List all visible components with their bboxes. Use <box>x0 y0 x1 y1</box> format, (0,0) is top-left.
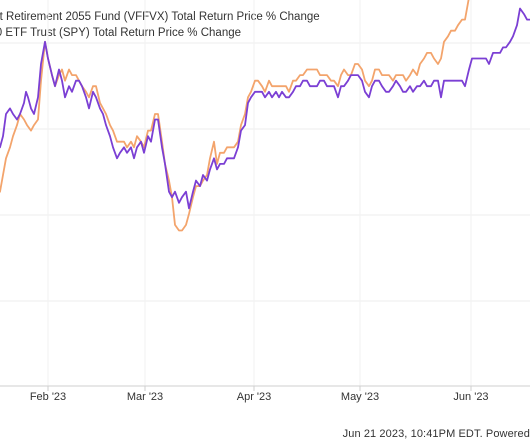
series-layer <box>0 0 530 232</box>
x-tick-label: Feb '23 <box>30 391 66 403</box>
x-tick-label: May '23 <box>341 391 379 403</box>
chart-legend: rget Retirement 2055 Fund (VFFVX) Total … <box>0 0 530 42</box>
x-tick-label: Jun '23 <box>453 391 488 403</box>
legend-item-vffvx[interactable]: rget Retirement 2055 Fund (VFFVX) Total … <box>0 9 320 25</box>
series-line-vffvx <box>0 7 530 210</box>
x-tick-label: Apr '23 <box>237 391 272 403</box>
legend-label-spy: 500 ETF Trust (SPY) Total Return Price %… <box>0 27 242 39</box>
x-tick-label: Mar '23 <box>127 391 163 403</box>
x-tick-labels: Feb '23 Mar '23 Apr '23 May '23 Jun '23 <box>30 386 489 403</box>
vertical-gridlines <box>47 0 472 386</box>
footer-credit: Jun 21 2023, 10:41PM EDT. Powered <box>342 428 530 440</box>
legend-label-vffvx: rget Retirement 2055 Fund (VFFVX) Total … <box>0 11 320 23</box>
series-line-spy <box>0 0 470 232</box>
legend-item-spy[interactable]: 500 ETF Trust (SPY) Total Return Price %… <box>0 25 241 41</box>
horizontal-gridlines <box>0 42 530 302</box>
